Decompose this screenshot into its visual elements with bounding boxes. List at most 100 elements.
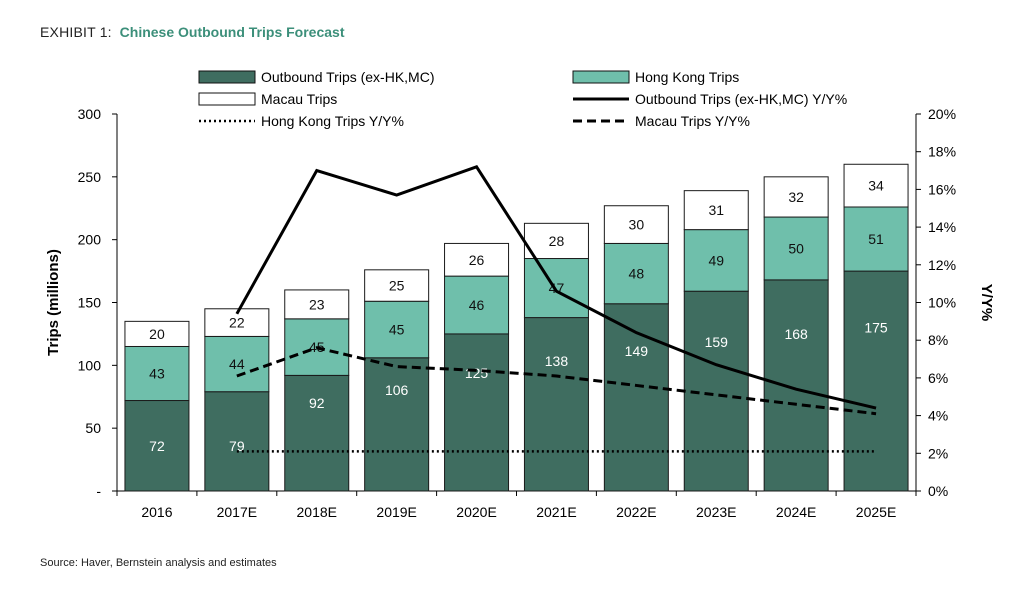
- y-tick-label-left: 250: [78, 169, 102, 185]
- legend-hongkong-yy-label: Hong Kong Trips Y/Y%: [261, 113, 404, 129]
- bar-outbound: [124, 400, 190, 492]
- bar-macau: [843, 163, 909, 208]
- bar-outbound: [204, 391, 270, 492]
- bar-outbound: [284, 374, 350, 492]
- data-label-outbound: 125: [465, 365, 489, 381]
- bar-hongkong: [124, 345, 190, 402]
- bar-macau: [124, 320, 190, 347]
- line-outbound-yy: [235, 164, 877, 410]
- legend-macau-swatch: [198, 92, 256, 106]
- bar-hongkong: [603, 242, 669, 305]
- data-label-macau: 23: [309, 296, 325, 312]
- data-label-outbound: 168: [784, 326, 808, 342]
- legend-outbound-label: Outbound Trips (ex-HK,MC): [261, 69, 435, 85]
- x-tick-label: 2020E: [456, 504, 496, 520]
- legend-macau-label: Macau Trips: [261, 91, 337, 107]
- y-tick-label-left: 150: [78, 295, 102, 311]
- data-label-outbound: 106: [385, 382, 409, 398]
- y-tick-label-left: 200: [78, 232, 102, 248]
- x-tick-label: 2017E: [217, 504, 257, 520]
- data-label-hongkong: 44: [229, 356, 245, 372]
- data-label-macau: 31: [708, 202, 724, 218]
- data-label-outbound: 175: [864, 320, 888, 336]
- data-label-macau: 22: [229, 315, 245, 331]
- y-tick-label-right: 8%: [928, 332, 948, 348]
- data-label-macau: 30: [629, 217, 645, 233]
- data-label-macau: 32: [788, 189, 804, 205]
- bar-hongkong: [843, 206, 909, 272]
- bar-macau: [364, 269, 430, 302]
- bar-macau: [523, 222, 589, 260]
- data-label-macau: 25: [389, 278, 405, 294]
- data-label-outbound: 92: [309, 395, 325, 411]
- data-label-outbound: 149: [625, 343, 649, 359]
- legend-macau-yy-label: Macau Trips Y/Y%: [635, 113, 750, 129]
- x-tick-label: 2021E: [536, 504, 576, 520]
- y-tick-label-right: 12%: [928, 257, 956, 273]
- y-tick-label-right: 4%: [928, 408, 948, 424]
- y-tick-label-left: -: [96, 483, 101, 499]
- x-tick-label: 2019E: [376, 504, 416, 520]
- exhibit-label: EXHIBIT 1:: [40, 24, 112, 40]
- bar-outbound: [364, 357, 430, 492]
- y-tick-label-right: 0%: [928, 483, 948, 499]
- y-tick-label-right: 10%: [928, 295, 956, 311]
- bar-macau: [763, 176, 829, 218]
- bar-outbound: [444, 333, 510, 492]
- data-label-macau: 26: [469, 252, 485, 268]
- bar-macau: [284, 289, 350, 320]
- legend-hongkong-label: Hong Kong Trips: [635, 69, 739, 85]
- line-macau-yy: [236, 346, 877, 416]
- x-tick-label: 2025E: [856, 504, 896, 520]
- data-label-outbound: 138: [545, 353, 569, 369]
- x-tick-label: 2024E: [776, 504, 816, 520]
- bar-outbound: [523, 317, 589, 492]
- data-label-outbound: 159: [705, 334, 729, 350]
- y-axis-title-right: Y/Y%: [978, 284, 995, 322]
- source-note: Source: Haver, Bernstein analysis and es…: [40, 557, 277, 569]
- x-tick-label: 2022E: [616, 504, 656, 520]
- data-label-hongkong: 43: [149, 366, 165, 382]
- bar-macau: [603, 205, 669, 244]
- bar-outbound: [843, 270, 909, 492]
- bar-hongkong: [204, 335, 270, 393]
- bar-macau: [683, 190, 749, 231]
- bar-hongkong: [364, 300, 430, 359]
- legend-hongkong-swatch: [572, 70, 630, 84]
- bar-outbound: [603, 303, 669, 492]
- y-tick-label-left: 300: [78, 106, 102, 122]
- bar-hongkong: [444, 275, 510, 335]
- y-axis-title-left: Trips (millions): [45, 249, 62, 356]
- exhibit-header: EXHIBIT 1: Chinese Outbound Trips Foreca…: [40, 24, 344, 40]
- y-tick-label-right: 18%: [928, 144, 956, 160]
- exhibit-title: Chinese Outbound Trips Forecast: [119, 24, 345, 40]
- data-label-macau: 34: [868, 178, 884, 194]
- data-label-hongkong: 51: [868, 231, 884, 247]
- bar-outbound: [763, 279, 829, 492]
- y-tick-label-right: 14%: [928, 219, 956, 235]
- data-label-outbound: 79: [229, 438, 245, 454]
- data-label-macau: 20: [149, 326, 165, 342]
- bar-macau: [444, 242, 510, 277]
- legend-outbound-swatch: [198, 70, 256, 84]
- data-label-hongkong: 46: [469, 297, 485, 313]
- y-tick-label-left: 50: [85, 420, 101, 436]
- x-tick-label: 2023E: [696, 504, 736, 520]
- x-tick-label: 2016: [141, 504, 172, 520]
- bar-hongkong: [763, 216, 829, 281]
- data-label-hongkong: 45: [389, 322, 405, 338]
- data-label-outbound: 72: [149, 438, 165, 454]
- bar-hongkong: [523, 258, 589, 319]
- y-tick-label-right: 16%: [928, 181, 956, 197]
- y-tick-label-left: 100: [78, 357, 102, 373]
- y-tick-label-right: 20%: [928, 106, 956, 122]
- data-label-hongkong: 48: [629, 266, 645, 282]
- data-label-hongkong: 49: [708, 252, 724, 268]
- bar-hongkong: [683, 229, 749, 292]
- data-label-hongkong: 50: [788, 240, 804, 256]
- legend-outbound-yy-label: Outbound Trips (ex-HK,MC) Y/Y%: [635, 91, 847, 107]
- x-tick-label: 2018E: [297, 504, 337, 520]
- y-tick-label-right: 2%: [928, 445, 948, 461]
- y-tick-label-right: 6%: [928, 370, 948, 386]
